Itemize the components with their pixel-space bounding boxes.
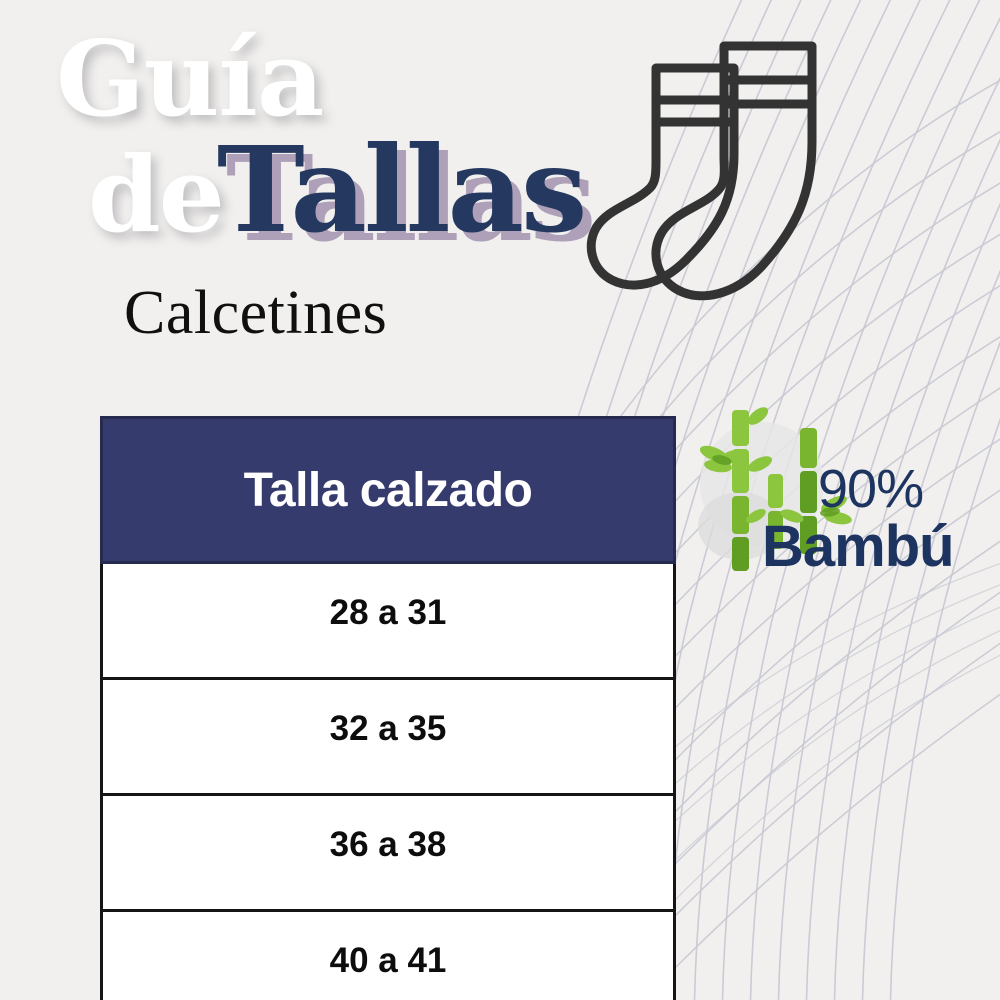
table-header-talla-calzado: Talla calzado [100,416,676,564]
table-row: 28 a 31 [100,561,676,680]
title-word-tallas: Tallas [216,119,588,259]
title-line-de-tallas: deTallas [88,130,620,248]
table-cell-size: 40 a 41 [100,909,676,1000]
title-line-guia: Guía [56,17,324,140]
table-header-row: Talla calzado [100,416,676,564]
table-cell-size: 36 a 38 [100,793,676,912]
table-body: 28 a 31 32 a 35 36 a 38 40 a 41 [100,561,676,1000]
title-word-de: de [88,132,225,256]
page-subtitle: Calcetines [124,279,388,347]
badge-percent: 90% [818,459,924,519]
table-cell-size: 28 a 31 [100,561,676,680]
bamboo-badge: 90% Bambú [688,400,1000,600]
table-row: 32 a 35 [100,677,676,796]
table-row: 40 a 41 [100,909,676,1000]
table-row: 36 a 38 [100,793,676,912]
badge-material: Bambú [762,514,955,579]
table-cell-size: 32 a 35 [100,677,676,796]
title-block: Guía deTallas [40,17,620,249]
size-table: Talla calzado 28 a 31 32 a 35 36 a 38 40… [100,416,676,1000]
